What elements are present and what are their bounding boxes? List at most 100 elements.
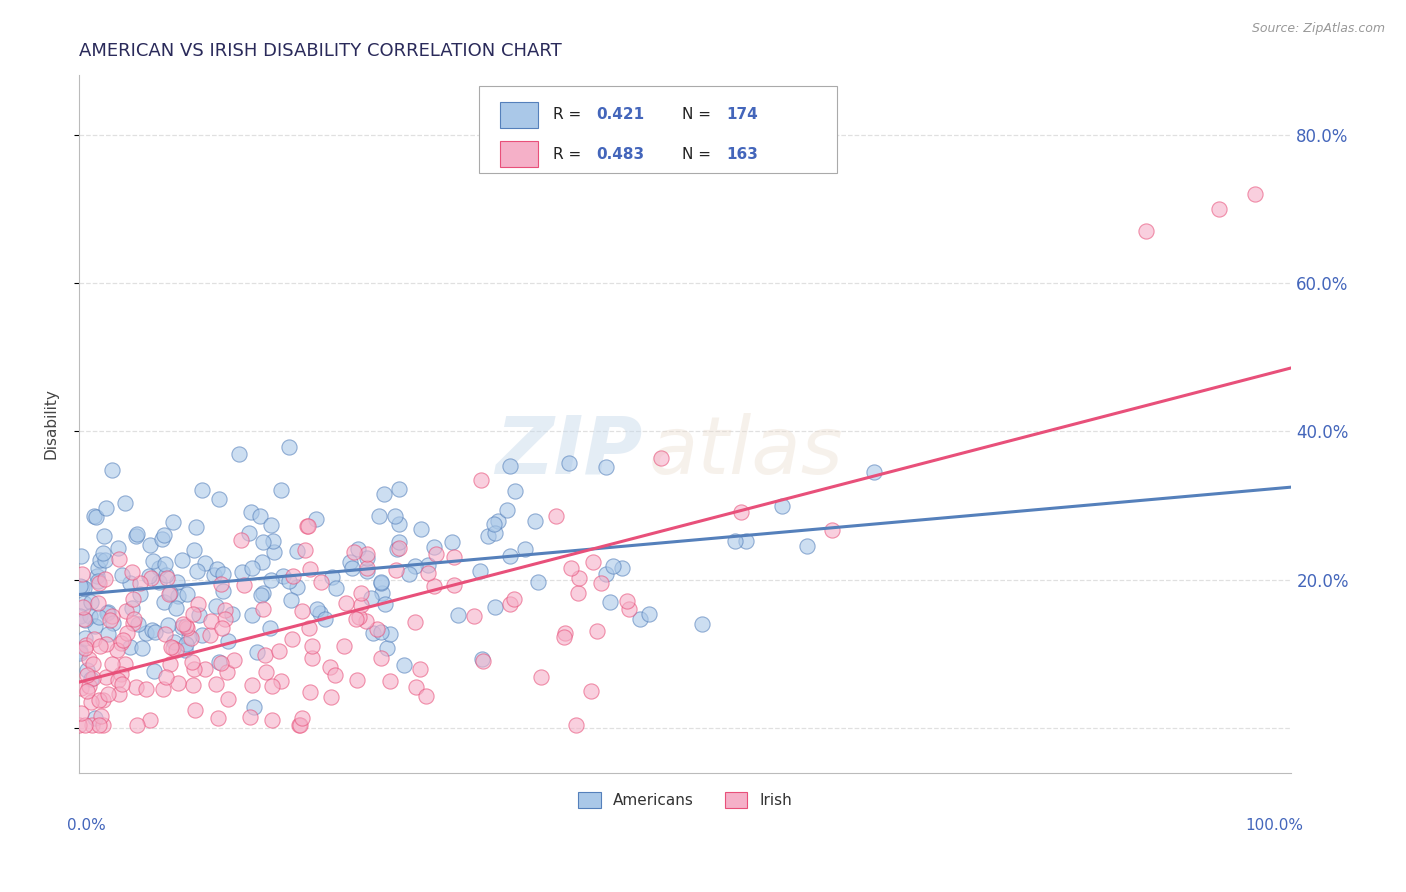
Point [165, 642, 187, 657]
Point [554, 626, 576, 640]
Point [499, 459, 522, 474]
Point [142, 664, 165, 678]
Point [546, 508, 568, 523]
Point [398, 566, 420, 581]
Point [280, 632, 302, 647]
Point [568, 571, 591, 585]
Point [314, 612, 336, 626]
Point [231, 566, 253, 580]
Point [97, 687, 120, 701]
Text: ZIP: ZIP [495, 413, 643, 491]
Point [72, 599, 94, 614]
Point [422, 579, 444, 593]
Point [125, 717, 148, 731]
Point [301, 650, 323, 665]
Point [150, 532, 173, 546]
Point [183, 543, 205, 558]
Point [89, 639, 111, 653]
Point [186, 565, 208, 579]
Point [118, 576, 141, 591]
Point [80, 695, 103, 709]
Point [93, 529, 115, 543]
Point [162, 515, 184, 529]
Point [385, 541, 408, 556]
Point [270, 483, 292, 498]
Point [599, 595, 621, 609]
Point [524, 514, 547, 528]
Point [242, 561, 264, 575]
Point [280, 593, 302, 607]
Point [319, 690, 342, 705]
Point [628, 612, 651, 626]
Point [356, 547, 378, 561]
Point [84, 619, 107, 633]
Point [503, 591, 526, 606]
Point [564, 717, 586, 731]
Point [162, 641, 184, 656]
Point [589, 575, 612, 590]
Point [94, 553, 117, 567]
Point [170, 620, 193, 634]
Point [214, 603, 236, 617]
Point [207, 710, 229, 724]
Legend: Americans, Irish: Americans, Irish [572, 786, 799, 814]
Text: 100.0%: 100.0% [1246, 818, 1303, 833]
Point [155, 558, 177, 572]
Point [96, 607, 118, 621]
Point [176, 619, 198, 633]
Point [259, 621, 281, 635]
Point [141, 571, 163, 585]
Point [298, 562, 321, 576]
Point [325, 581, 347, 595]
Point [76, 683, 98, 698]
Point [121, 592, 143, 607]
Point [107, 673, 129, 688]
Point [111, 632, 134, 647]
Point [309, 575, 332, 590]
Point [73, 596, 96, 610]
Point [209, 577, 232, 591]
Point [76, 663, 98, 677]
Point [77, 651, 100, 665]
Point [170, 552, 193, 566]
Point [84, 710, 107, 724]
Point [586, 624, 609, 638]
Point [356, 564, 378, 578]
Point [69, 644, 91, 658]
Point [93, 717, 115, 731]
Point [89, 717, 111, 731]
Point [148, 561, 170, 575]
Point [252, 535, 274, 549]
Point [215, 665, 238, 679]
Point [83, 508, 105, 523]
Point [211, 621, 233, 635]
Text: R =: R = [553, 146, 586, 161]
Point [690, 616, 713, 631]
Point [75, 613, 97, 627]
Point [69, 646, 91, 660]
Point [222, 652, 245, 666]
Point [186, 520, 208, 534]
Point [553, 630, 575, 644]
Point [277, 574, 299, 589]
Point [405, 680, 427, 694]
Point [73, 581, 96, 595]
Point [370, 625, 392, 640]
Point [94, 501, 117, 516]
Point [114, 496, 136, 510]
Point [177, 630, 200, 644]
Point [135, 625, 157, 640]
Point [238, 525, 260, 540]
Point [96, 670, 118, 684]
FancyBboxPatch shape [499, 102, 538, 128]
Point [143, 625, 166, 640]
Point [176, 621, 198, 635]
Point [108, 552, 131, 566]
Point [363, 625, 385, 640]
Point [499, 597, 522, 611]
Point [319, 660, 342, 674]
Point [297, 518, 319, 533]
Point [356, 551, 378, 566]
Text: Source: ZipAtlas.com: Source: ZipAtlas.com [1251, 22, 1385, 36]
Point [387, 541, 409, 556]
